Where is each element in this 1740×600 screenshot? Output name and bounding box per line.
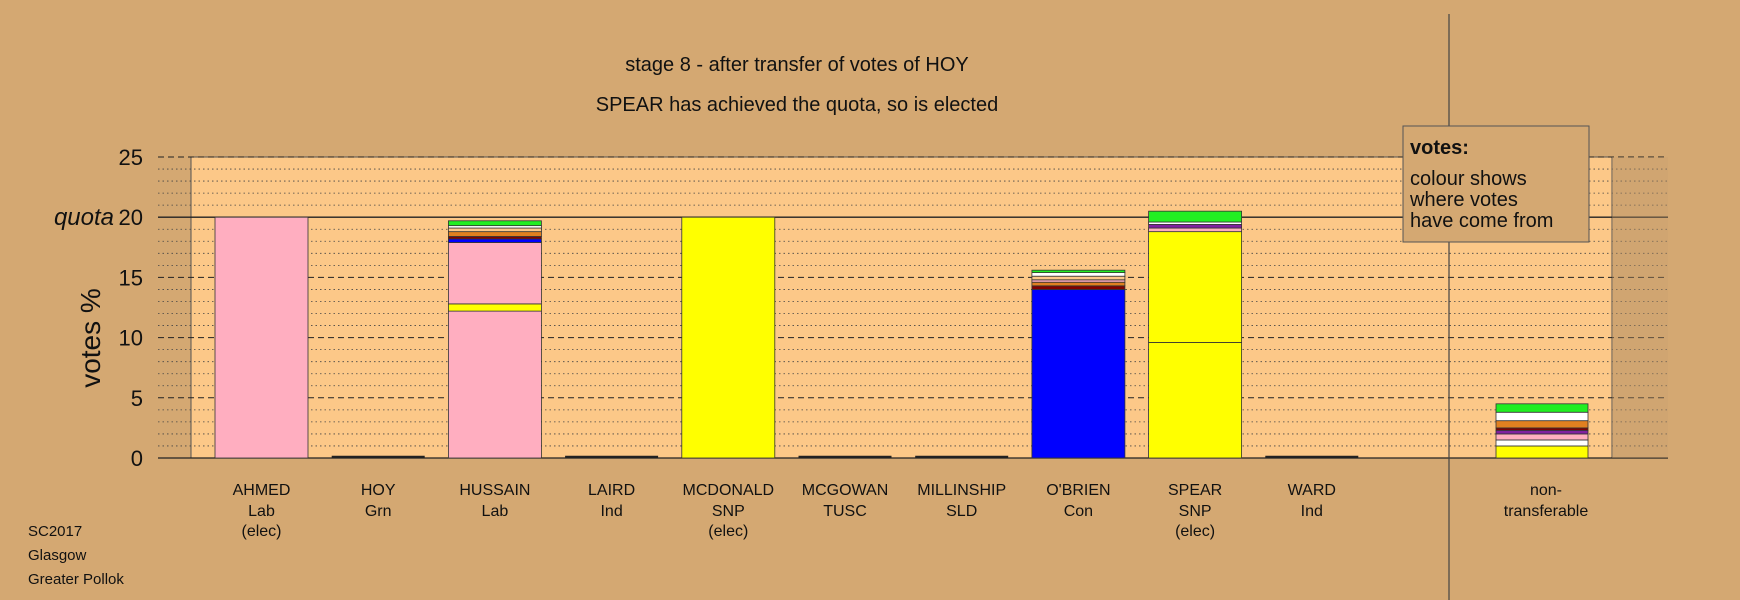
y-tick-label: 15 [119, 265, 143, 290]
bar-segment [1031, 269, 1126, 273]
bar-segment [447, 227, 542, 233]
bar-segment [447, 220, 542, 227]
footer-line: SC2017 [28, 523, 82, 540]
nontransferable-bar-segment [1495, 439, 1589, 447]
candidate-name-label: MILLINSHIP [917, 482, 1006, 499]
footer-line: Glasgow [28, 547, 87, 564]
nontransferable-bar-segment [1495, 411, 1589, 422]
nontransferable-label: non- [1530, 482, 1562, 499]
candidate-party-label: TUSC [823, 503, 867, 520]
candidate-name-label: AHMED [233, 482, 291, 499]
bar-segment [1031, 275, 1126, 281]
y-tick-label: 5 [131, 386, 143, 411]
y-axis-label: votes % [75, 288, 106, 388]
candidate-party-label: Ind [1301, 503, 1323, 520]
chart-title: stage 8 - after transfer of votes of HOY [625, 54, 969, 76]
y-tick-label: 25 [119, 145, 143, 170]
y-tick-label: 0 [131, 446, 143, 471]
nontransferable-bar-segment [1495, 433, 1589, 441]
legend-title: votes: [1410, 137, 1469, 159]
candidate-name-label: WARD [1288, 482, 1336, 499]
candidate-party-label: Lab [248, 503, 275, 520]
candidate-name-label: LAIRD [588, 482, 635, 499]
bar-segment [1031, 285, 1126, 290]
bar-segment [447, 310, 542, 459]
candidate-party-label: SLD [946, 503, 977, 520]
bar-segment [1031, 281, 1126, 287]
candidate-name-label: O'BRIEN [1046, 482, 1110, 499]
candidate-status-label: (elec) [708, 523, 748, 540]
bar-segment [1148, 224, 1242, 229]
candidate-name-label: HUSSAIN [459, 482, 530, 499]
nontransferable-label: transferable [1504, 503, 1589, 520]
candidate-status-label: (elec) [1175, 523, 1215, 540]
candidate-name-label: MCGOWAN [802, 482, 889, 499]
bar-segment [1148, 210, 1242, 223]
candidate-party-label: SNP [1179, 503, 1212, 520]
bar-segment [214, 216, 309, 459]
legend-box: votes: colour shows where votes have com… [1402, 125, 1590, 243]
plot-band [190, 156, 1613, 459]
bar-segment [1148, 231, 1242, 343]
quota-label: quota [54, 204, 114, 231]
bar-segment [1031, 289, 1126, 459]
candidate-party-label: Lab [482, 503, 509, 520]
legend-line: colour shows [1410, 168, 1527, 190]
nontransferable-bar-segment [1495, 445, 1589, 459]
candidate-name-label: MCDONALD [683, 482, 775, 499]
candidate-name-label: HOY [361, 482, 396, 499]
bar-segment [1148, 227, 1242, 233]
nontransferable-bar-segment [1495, 429, 1589, 435]
y-tick-label: 10 [119, 326, 143, 351]
candidate-party-label: Con [1064, 503, 1093, 520]
legend-line: where votes [1409, 189, 1518, 211]
candidate-party-label: Ind [600, 503, 622, 520]
bar-segment [1031, 272, 1126, 277]
bar-segment [447, 231, 542, 237]
y-tick-label: 20 [119, 205, 143, 230]
candidate-status-label: (elec) [241, 523, 281, 540]
bar-segment [447, 238, 542, 243]
chart-subtitle: SPEAR has achieved the quota, so is elec… [596, 94, 998, 116]
candidate-party-label: Grn [365, 503, 392, 520]
nontransferable-bar-segment [1495, 403, 1589, 413]
bar-segment [681, 216, 776, 459]
bar-segment [447, 303, 542, 312]
bar-segment [447, 242, 542, 305]
footer-line: Greater Pollok [28, 571, 124, 588]
nontransferable-bar-segment [1495, 420, 1589, 429]
legend-line: have come from [1410, 210, 1553, 232]
bar-segment [1148, 342, 1242, 459]
candidate-name-label: SPEAR [1168, 482, 1222, 499]
candidate-party-label: SNP [712, 503, 745, 520]
right-shade [1612, 157, 1668, 458]
